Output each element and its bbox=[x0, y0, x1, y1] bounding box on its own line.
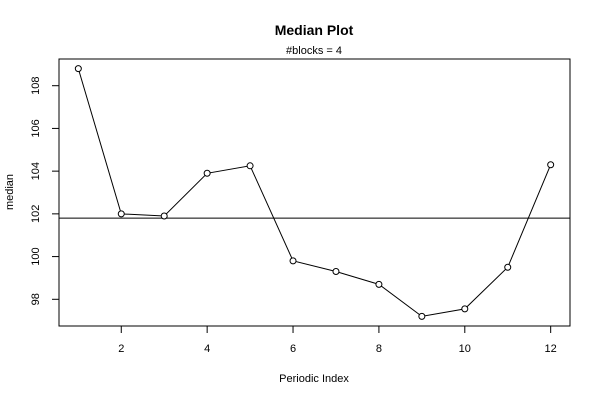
y-axis-label: median bbox=[4, 174, 16, 210]
data-point bbox=[418, 312, 426, 320]
x-tick-label: 12 bbox=[545, 343, 557, 355]
chart-subtitle: #blocks = 4 bbox=[286, 45, 342, 57]
data-point bbox=[547, 161, 555, 169]
data-point bbox=[203, 169, 211, 177]
x-axis-ticks: 2 4 6 8 10 12 bbox=[118, 326, 557, 355]
x-tick-label: 6 bbox=[290, 343, 296, 355]
data-point bbox=[289, 257, 297, 265]
data-point bbox=[504, 263, 512, 271]
data-point bbox=[375, 280, 383, 288]
data-point bbox=[117, 210, 125, 218]
data-point bbox=[246, 162, 254, 170]
x-tick-label: 4 bbox=[204, 343, 210, 355]
x-tick-label: 8 bbox=[376, 343, 382, 355]
data-point bbox=[332, 268, 340, 276]
x-axis-label: Periodic Index bbox=[279, 373, 349, 385]
chart-title: Median Plot bbox=[275, 22, 354, 38]
y-tick-label: 106 bbox=[30, 119, 42, 137]
data-points bbox=[74, 65, 555, 320]
data-point bbox=[461, 305, 469, 313]
y-tick-label: 100 bbox=[30, 247, 42, 265]
x-tick-label: 2 bbox=[118, 343, 124, 355]
plot-frame bbox=[58, 58, 571, 327]
data-point bbox=[74, 65, 82, 73]
x-tick-label: 10 bbox=[459, 343, 471, 355]
data-point bbox=[160, 212, 168, 220]
series-line bbox=[77, 68, 552, 317]
y-tick-label: 98 bbox=[30, 293, 42, 305]
y-tick-label: 108 bbox=[30, 77, 42, 95]
y-axis-ticks: 98 100 102 104 106 108 bbox=[30, 77, 59, 305]
y-tick-label: 102 bbox=[30, 205, 42, 223]
y-tick-label: 104 bbox=[30, 162, 42, 180]
